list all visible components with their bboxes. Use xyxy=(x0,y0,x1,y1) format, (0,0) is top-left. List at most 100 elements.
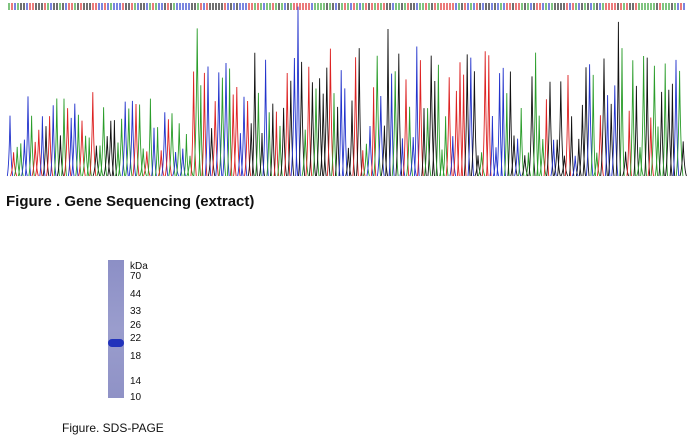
base-call xyxy=(650,3,652,10)
base-call xyxy=(431,3,433,10)
base-call xyxy=(518,3,520,10)
base-call xyxy=(488,3,490,10)
base-call xyxy=(371,3,373,10)
base-call xyxy=(365,3,367,10)
trace-peak xyxy=(568,116,575,177)
base-call xyxy=(674,3,676,10)
base-call xyxy=(611,3,613,10)
trace-peak xyxy=(500,67,506,177)
base-call xyxy=(548,3,550,10)
trace-peak xyxy=(431,80,438,177)
trace-peak xyxy=(301,129,309,177)
trace-peak xyxy=(435,64,442,177)
base-call xyxy=(659,3,661,10)
base-call xyxy=(563,3,565,10)
base-call xyxy=(182,3,184,10)
base-call xyxy=(137,3,139,10)
trace-peak xyxy=(312,88,320,177)
base-call xyxy=(47,3,49,10)
base-call xyxy=(446,3,448,10)
trace-peak xyxy=(226,68,233,177)
base-call xyxy=(644,3,646,10)
base-call xyxy=(125,3,127,10)
base-call xyxy=(608,3,610,10)
trace-peak xyxy=(391,71,399,177)
base-call xyxy=(128,3,130,10)
base-call xyxy=(464,3,466,10)
base-call xyxy=(98,3,100,10)
trace-peak xyxy=(139,148,147,177)
trace-peak xyxy=(121,101,129,177)
trace-peak xyxy=(63,108,72,177)
base-call xyxy=(149,3,151,10)
base-call xyxy=(89,3,91,10)
figure-caption: Figure . Gene Sequencing (extract) xyxy=(6,193,255,210)
base-call xyxy=(155,3,157,10)
base-call xyxy=(398,3,400,10)
base-call xyxy=(275,3,277,10)
trace-peak xyxy=(532,52,539,177)
base-call xyxy=(524,3,526,10)
base-call xyxy=(623,3,625,10)
base-call xyxy=(665,3,667,10)
base-call xyxy=(545,3,547,10)
base-call xyxy=(161,3,163,10)
base-call xyxy=(194,3,196,10)
trace-peak xyxy=(233,87,241,177)
base-call xyxy=(668,3,670,10)
base-call xyxy=(485,3,487,10)
base-call xyxy=(647,3,649,10)
base-call xyxy=(539,3,541,10)
trace-peak xyxy=(255,92,262,177)
marker-label: 18 xyxy=(130,351,142,362)
base-call xyxy=(26,3,28,10)
base-call xyxy=(533,3,535,10)
base-call xyxy=(23,3,25,10)
base-call xyxy=(503,3,505,10)
trace-peak xyxy=(593,152,601,177)
base-call xyxy=(515,3,517,10)
base-call xyxy=(581,3,583,10)
trace-peak xyxy=(298,61,306,177)
base-call xyxy=(551,3,553,10)
base-call xyxy=(200,3,202,10)
trace-peak xyxy=(193,28,202,177)
base-call xyxy=(38,3,40,10)
base-call xyxy=(461,3,463,10)
base-call xyxy=(344,3,346,10)
marker-label: 44 xyxy=(130,289,142,300)
trace-peak xyxy=(198,85,204,177)
base-call xyxy=(434,3,436,10)
base-call xyxy=(35,3,37,10)
trace-peak xyxy=(24,96,32,177)
trace-peak xyxy=(151,127,157,177)
base-call xyxy=(86,3,88,10)
base-call xyxy=(572,3,574,10)
base-call xyxy=(554,3,556,10)
base-call xyxy=(53,3,55,10)
trace-peak xyxy=(207,128,216,177)
base-call xyxy=(599,3,601,10)
base-call xyxy=(443,3,445,10)
trace-peak xyxy=(89,92,97,177)
base-call xyxy=(620,3,622,10)
base-call xyxy=(209,3,211,10)
trace-peak xyxy=(128,100,137,177)
base-call xyxy=(263,3,265,10)
base-call xyxy=(320,3,322,10)
base-call xyxy=(656,3,658,10)
trace-peak xyxy=(679,141,687,177)
base-call xyxy=(671,3,673,10)
base-call xyxy=(536,3,538,10)
base-call xyxy=(638,3,640,10)
trace-peak xyxy=(470,71,478,177)
marker-label: 14 xyxy=(130,376,142,387)
base-call xyxy=(248,3,250,10)
base-call xyxy=(521,3,523,10)
base-call xyxy=(560,3,562,10)
base-call xyxy=(287,3,289,10)
base-call xyxy=(311,3,313,10)
base-call xyxy=(242,3,244,10)
trace-peak xyxy=(295,6,301,177)
trace-peak xyxy=(560,155,569,177)
